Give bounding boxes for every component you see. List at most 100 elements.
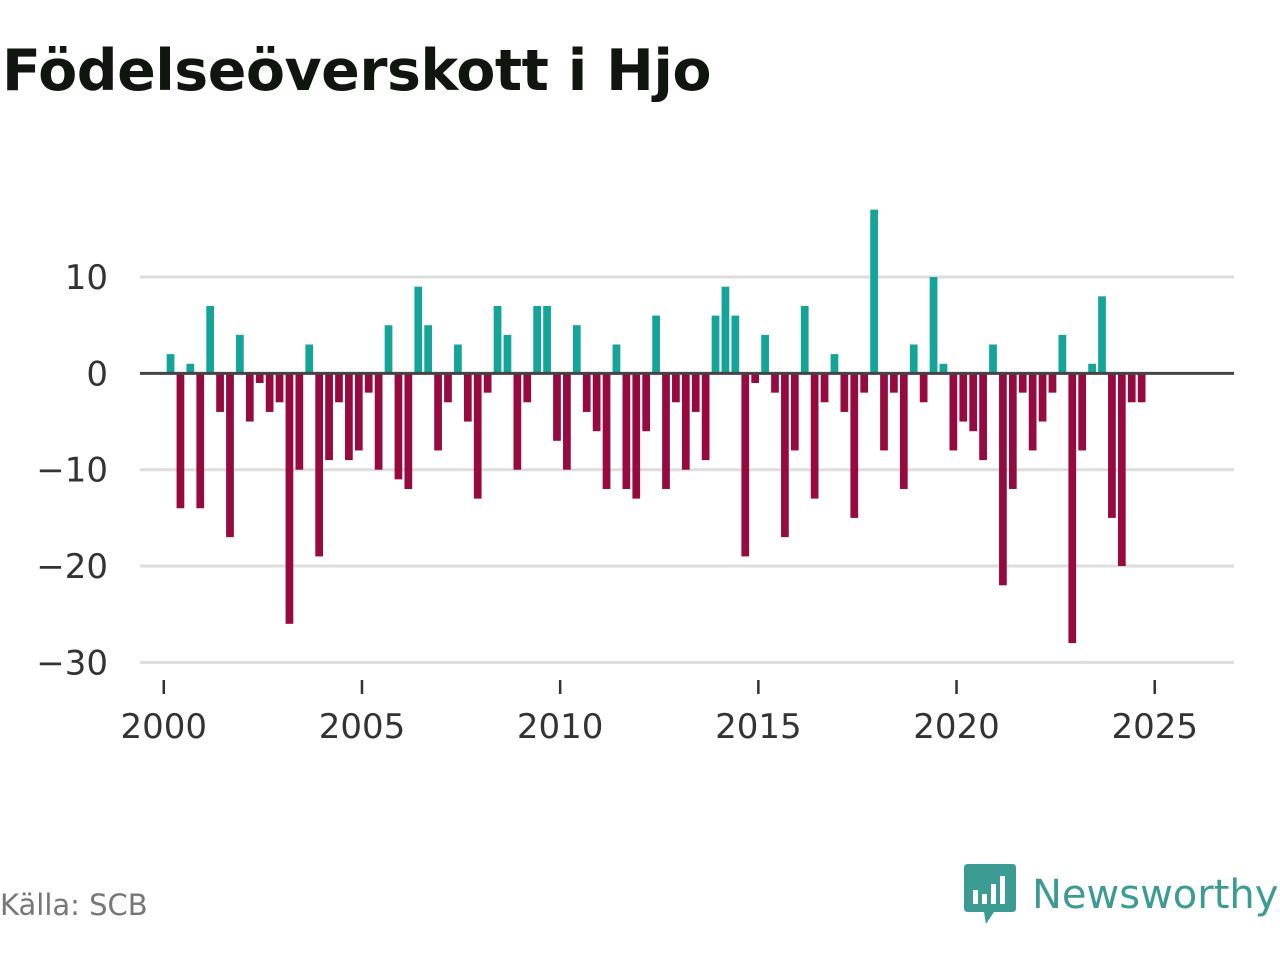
bar <box>394 373 403 480</box>
bars <box>166 209 1146 644</box>
brand[interactable]: Newsworthy <box>964 864 1278 926</box>
bar <box>1127 373 1136 403</box>
bar <box>672 373 680 403</box>
bar <box>503 334 512 374</box>
bar <box>335 373 343 403</box>
bar <box>622 373 631 489</box>
bar <box>285 373 294 624</box>
bar <box>295 373 304 470</box>
bar <box>731 315 740 374</box>
bar <box>582 373 591 412</box>
bar <box>404 373 413 489</box>
source-label: Källa: SCB <box>0 888 148 922</box>
bar <box>790 373 799 451</box>
bar <box>216 373 224 412</box>
newsworthy-logo-icon <box>964 864 1016 924</box>
bar <box>533 305 542 374</box>
chart-title: Födelseöverskott i Hjo <box>2 38 712 104</box>
bar <box>691 373 700 412</box>
bar <box>553 373 561 441</box>
bar <box>1117 373 1126 567</box>
bar <box>1137 373 1146 403</box>
x-tick-label: 2020 <box>913 707 1000 747</box>
bar <box>860 373 869 393</box>
bar <box>454 344 462 374</box>
bar <box>345 373 353 461</box>
bar <box>305 344 314 374</box>
bar <box>483 373 492 393</box>
bar <box>1028 373 1037 451</box>
x-axis: 2000 2005 2010 2015 2020 2025 <box>121 680 1198 747</box>
bar <box>236 334 244 374</box>
bar <box>721 286 730 374</box>
bar <box>572 325 581 374</box>
bar <box>1058 334 1067 374</box>
bar <box>979 373 987 461</box>
bar <box>186 363 195 374</box>
bar <box>662 373 670 489</box>
bar <box>513 373 522 470</box>
y-tick-label: −10 <box>36 451 108 491</box>
bar <box>1108 373 1116 518</box>
bar <box>473 373 482 499</box>
bar <box>1018 373 1027 393</box>
y-tick-label: 10 <box>65 258 108 298</box>
bar <box>751 373 760 384</box>
bar <box>899 373 908 489</box>
bar <box>909 344 918 374</box>
bar <box>374 373 383 470</box>
bar <box>1078 373 1087 451</box>
bar <box>1008 373 1017 489</box>
bar <box>166 354 175 374</box>
brand-name: Newsworthy <box>1032 872 1279 918</box>
bar <box>949 373 958 451</box>
bar <box>444 373 452 403</box>
bar <box>523 373 532 403</box>
bar <box>701 373 710 461</box>
bar <box>959 373 968 422</box>
y-tick-label: −30 <box>36 643 108 683</box>
bar <box>830 354 839 374</box>
bar <box>384 325 393 374</box>
bar <box>850 373 859 518</box>
bar <box>206 305 215 374</box>
bar <box>800 305 809 374</box>
x-tick-label: 2010 <box>517 707 604 747</box>
bar <box>711 315 720 374</box>
bar <box>1088 363 1096 374</box>
bar <box>880 373 888 451</box>
bar <box>1068 373 1077 644</box>
bar <box>890 373 898 393</box>
bar <box>840 373 849 412</box>
bar <box>563 373 571 470</box>
bar <box>176 373 185 509</box>
bar <box>1098 296 1106 374</box>
bar <box>1038 373 1047 422</box>
bar <box>820 373 829 403</box>
bar <box>761 334 769 374</box>
bar <box>989 344 997 374</box>
bar <box>781 373 789 538</box>
bar <box>642 373 651 432</box>
y-tick-label: −20 <box>36 547 108 587</box>
bar <box>612 344 621 374</box>
bar <box>265 373 274 412</box>
bar <box>592 373 601 432</box>
bar <box>424 325 433 374</box>
bar <box>315 373 324 557</box>
bar <box>325 373 333 461</box>
bar <box>870 209 878 374</box>
bar <box>493 305 502 374</box>
bar <box>771 373 779 393</box>
x-tick-label: 2005 <box>319 707 406 747</box>
bar <box>969 373 978 432</box>
bar <box>196 373 205 509</box>
x-tick-label: 2015 <box>715 707 802 747</box>
bar <box>255 373 264 384</box>
bar <box>602 373 611 489</box>
bar <box>364 373 373 393</box>
y-tick-label: 0 <box>86 354 108 394</box>
bar <box>919 373 928 403</box>
bar <box>414 286 423 374</box>
